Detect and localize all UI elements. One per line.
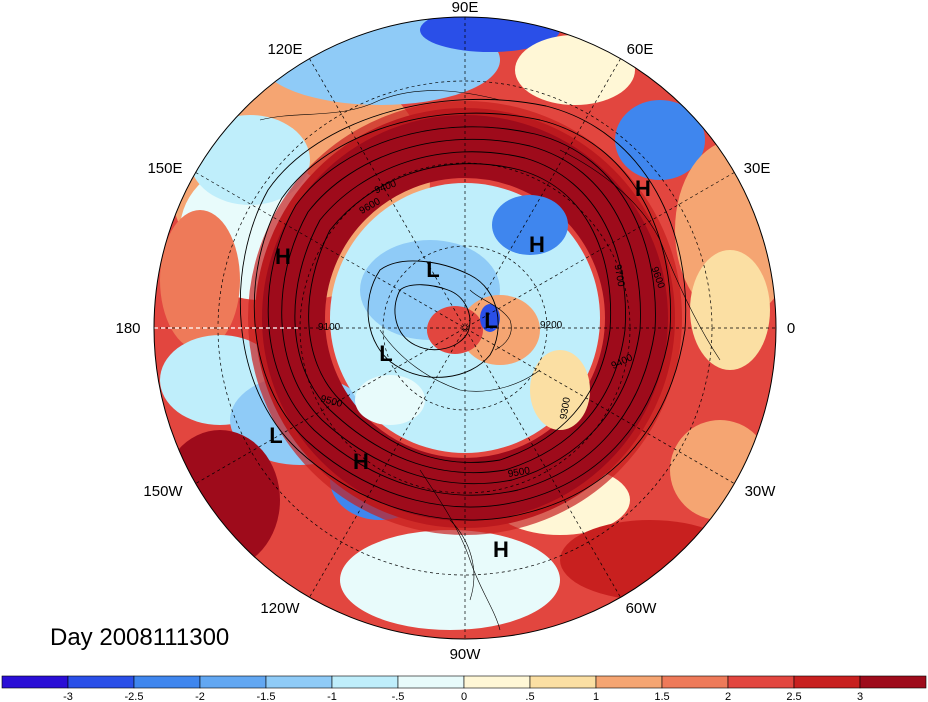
high-center-marker: H	[635, 176, 651, 201]
colorbar-swatch	[661, 675, 729, 689]
low-center-marker: L	[269, 423, 282, 448]
colorbar-tick-label: -.5	[392, 691, 405, 702]
contour-label: 9300	[558, 396, 573, 420]
high-center-marker: H	[275, 244, 291, 269]
colorbar-swatch	[1, 675, 69, 689]
lon-label-150e: 150E	[147, 160, 182, 177]
colorbar-tick-label: -1	[327, 691, 337, 702]
high-center-marker: H	[529, 232, 545, 257]
colorbar-swatch	[727, 675, 795, 689]
colorbar-swatch	[133, 675, 201, 689]
colorbar-tick-label: 3	[857, 691, 863, 702]
lon-label-30w: 30W	[745, 483, 777, 500]
lon-label-60w: 60W	[626, 600, 658, 617]
colorbar-tick-label: -2	[195, 691, 205, 702]
contour-label: 9700	[612, 264, 627, 288]
colorbar-swatch	[199, 675, 267, 689]
colorbar-swatch	[793, 675, 861, 689]
low-center-marker: L	[426, 257, 439, 282]
colorbar-swatch	[529, 675, 597, 689]
low-center-marker: L	[484, 308, 497, 333]
high-center-marker: H	[493, 537, 509, 562]
lon-label-120e: 120E	[267, 41, 302, 58]
longitude-labels: 90E 60E 30E 0 30W 60W 90W 120W 150W 180 …	[115, 0, 795, 663]
high-center-marker: H	[353, 449, 369, 474]
colorbar-tick-label: .5	[525, 691, 534, 702]
colorbar-tick-label: 0	[461, 691, 467, 702]
lon-label-120w: 120W	[260, 600, 300, 617]
colorbar-tick-label: -3	[63, 691, 73, 702]
lon-label-90w: 90W	[450, 646, 482, 663]
lon-label-150w: 150W	[143, 483, 183, 500]
lon-label-0: 0	[787, 320, 795, 337]
colorbar-swatch	[265, 675, 333, 689]
pressure-centers: H H H H H L L L L	[269, 176, 651, 562]
lon-label-180: 180	[115, 320, 140, 337]
colorbar-swatch	[67, 675, 135, 689]
coastlines	[259, 90, 721, 631]
hemisphere-outline	[153, 16, 777, 640]
colorbar-swatch	[595, 675, 663, 689]
day-title: Day 2008111300	[50, 624, 229, 651]
lon-label-90e: 90E	[452, 0, 479, 16]
colorbar-tick-label: -2.5	[125, 691, 144, 702]
colorbar-tick-label: -1.5	[257, 691, 276, 702]
contour-label: 9100	[318, 322, 341, 333]
colorbar-swatch	[463, 675, 531, 689]
anomaly-shading	[154, 17, 776, 639]
colorbar-swatch	[331, 675, 399, 689]
colorbar-tick-label: 2.5	[786, 691, 801, 702]
colorbar-swatch	[859, 675, 927, 689]
colorbar-tick-label: 1.5	[654, 691, 669, 702]
contour-label: 9200	[540, 320, 563, 331]
low-center-marker: L	[379, 341, 392, 366]
contour-label: 9500	[507, 465, 531, 480]
colorbar-tick-label: 1	[593, 691, 599, 702]
colorbar-swatch	[397, 675, 465, 689]
colorbar-tick-label: 2	[725, 691, 731, 702]
colorbar: -3 -2.5 -2 -1.5 -1 -.5 0 .5 1 1.5 2 2.5 3	[1, 675, 927, 702]
lon-label-60e: 60E	[627, 41, 654, 58]
lon-label-30e: 30E	[744, 160, 771, 177]
